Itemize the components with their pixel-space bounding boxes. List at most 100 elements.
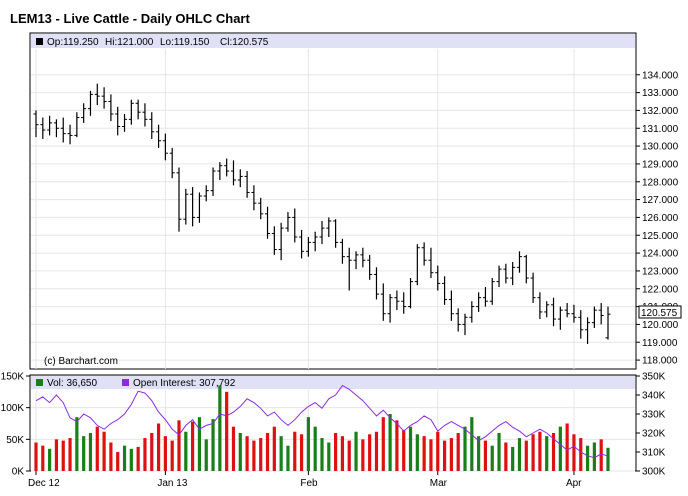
volume-bar [449, 438, 453, 471]
volume-bar [456, 433, 460, 471]
last-price-box [638, 305, 682, 319]
ohlc-bar [537, 292, 543, 320]
ohlc-bar [360, 247, 366, 268]
volume-bar [388, 414, 392, 471]
volume-bar [436, 431, 440, 471]
ohlc-bar [408, 278, 414, 309]
volume-bar [88, 433, 93, 471]
volume-bar [334, 433, 338, 471]
ohlc-bar [564, 303, 570, 318]
ohlc-bar [605, 306, 611, 340]
volume-bar [538, 431, 542, 471]
ohlc-bar [551, 297, 557, 327]
ohlc-bar [442, 276, 448, 305]
volume-bar [572, 434, 576, 471]
ohlc-bar [203, 185, 209, 202]
volume-bar [415, 434, 419, 471]
ohlc-bar [237, 169, 243, 188]
volume-bar [402, 429, 406, 471]
ohlc-bar [162, 133, 168, 161]
volume-bar [163, 436, 167, 471]
ohlc-bar [339, 238, 345, 264]
volume-bar [408, 426, 413, 471]
ohlc-bar [278, 222, 284, 261]
volume-bar [524, 440, 528, 471]
ohlc-bar [462, 313, 468, 336]
volume-bar [177, 420, 181, 471]
volume-bar [150, 433, 154, 471]
ohlc-bar [128, 99, 134, 125]
price-info-bar [31, 34, 635, 48]
volume-bar [306, 417, 310, 471]
open-interest-tick-label: 310K [642, 448, 666, 459]
ohlc-bar [510, 262, 516, 286]
ohlc-bar [523, 254, 529, 284]
ohlc-bar [265, 206, 271, 239]
ohlc-bar [455, 308, 461, 332]
price-tick-label: 131.000 [642, 124, 679, 135]
ohlc-bar [47, 115, 53, 136]
ohlc-bar [476, 292, 482, 312]
volume-bar [585, 445, 590, 471]
ohlc-bar [122, 113, 128, 132]
volume-bar [265, 433, 270, 471]
ohlc-bar [81, 103, 87, 123]
volume-bar [95, 426, 99, 471]
open-interest-tick-label: 350K [642, 372, 666, 383]
price-axis: 118.000119.000120.000121.000122.000123.0… [636, 70, 679, 367]
ohlc-bars [33, 83, 611, 345]
ohlc-bar [33, 110, 39, 138]
ohlc-bar [373, 267, 379, 300]
price-tick-label: 119.000 [642, 338, 678, 349]
ohlc-bar [142, 103, 148, 127]
volume-bar [354, 431, 358, 471]
volume-bar [381, 417, 385, 471]
volume-bar [211, 419, 215, 471]
ohlc-bar [421, 242, 427, 266]
x-tick-label: Dec 12 [28, 478, 60, 489]
volume-bar [483, 440, 488, 471]
volume-bars [34, 385, 610, 471]
ohlc-bar [251, 185, 257, 211]
ohlc-bar [87, 90, 93, 116]
volume-tick-label: 150K [1, 372, 25, 383]
volume-bar [299, 434, 304, 471]
ohlc-bar [169, 147, 175, 179]
volume-bar [225, 391, 229, 471]
volume-bar [470, 417, 474, 471]
ohlc-bar [176, 167, 182, 232]
volume-bar [579, 438, 583, 471]
volume-bar [340, 436, 345, 471]
volume-bar [347, 440, 351, 471]
ohlc-bar [94, 83, 100, 106]
ohlc-bar [591, 306, 597, 328]
ohlc-bar [108, 94, 114, 122]
price-tick-label: 127.000 [642, 195, 679, 206]
ohlc-bar [346, 247, 352, 291]
ohlc-bar [333, 219, 339, 248]
volume-bar [191, 421, 195, 471]
volume-bar [204, 439, 208, 471]
volume-bar [286, 445, 290, 471]
volume-bar [320, 438, 324, 471]
volume-bar [61, 440, 65, 471]
x-tick-label: Mar [430, 478, 448, 489]
ohlc-bar [367, 254, 373, 280]
ohlc-bar [156, 124, 162, 148]
ohlc-bar [585, 317, 591, 345]
volume-axis: 0K 50K 100K 150K [1, 372, 30, 478]
ohlc-bar [394, 290, 400, 311]
volume-bar [122, 445, 127, 471]
open-interest-tick-label: 340K [642, 391, 666, 402]
volume-bar [361, 439, 365, 471]
volume-bar [565, 423, 569, 471]
volume-bar [259, 438, 263, 471]
volume-bar [442, 440, 447, 471]
volume-legend-swatch [36, 379, 43, 386]
last-price-label: 120.575 [641, 308, 678, 319]
open-interest-legend-label: Open Interest: 307,792 [133, 378, 236, 389]
volume-bar [238, 433, 242, 471]
ohlc-bar [101, 87, 107, 109]
x-tick-label: Feb [300, 478, 318, 489]
ohlc-bar [319, 220, 325, 245]
